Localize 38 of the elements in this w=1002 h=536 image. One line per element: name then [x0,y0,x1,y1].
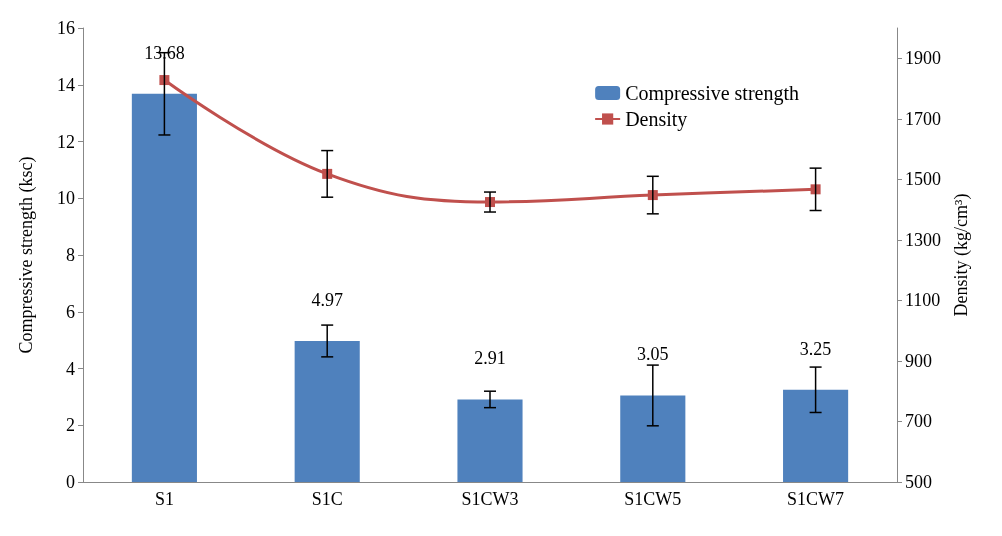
point [159,75,170,86]
y2-tick-label: 1700 [905,108,941,129]
y2-tick-label: 700 [905,411,932,432]
bar [131,93,197,482]
y-tick-label: 4 [66,358,75,379]
y2-tick-label: 900 [905,350,932,371]
x-tick-label: S1C [311,489,343,509]
legend-label: Compressive strength [625,82,800,105]
y2-axis-title: Density (kg/cm³) [950,193,972,317]
data-label: 3.25 [799,338,832,359]
x-tick-label: S1CW3 [461,489,519,509]
y-axis-title: Compressive strength (ksc) [16,156,37,354]
y-tick-label: 0 [66,472,75,492]
y2-tick-label: 1100 [905,290,941,311]
data-label: 3.05 [637,344,669,365]
y-tick-label: 14 [57,74,75,95]
y2-tick-label: 500 [905,472,932,492]
legend-label: Density [625,108,688,131]
bar [620,395,686,482]
x-tick-label: S1 [154,489,174,509]
bar [457,399,523,482]
data-label: 2.91 [474,348,506,369]
y2-tick-label: 1900 [905,48,941,69]
bar [783,389,849,482]
y-tick-label: 12 [57,131,75,152]
y-tick-label: 6 [66,301,75,322]
y-tick-label: 16 [57,18,75,38]
x-tick-label: S1CW7 [787,489,845,509]
bar [294,340,360,482]
y-tick-label: 8 [66,245,75,265]
point [810,184,821,195]
y2-tick-label: 1500 [905,169,941,190]
data-label: 13.68 [144,42,185,63]
y-tick-label: 10 [57,188,75,209]
y-tick-label: 2 [66,415,75,436]
y2-tick-label: 1300 [905,229,941,250]
x-tick-label: S1CW5 [624,489,682,509]
data-label: 4.97 [311,289,343,310]
